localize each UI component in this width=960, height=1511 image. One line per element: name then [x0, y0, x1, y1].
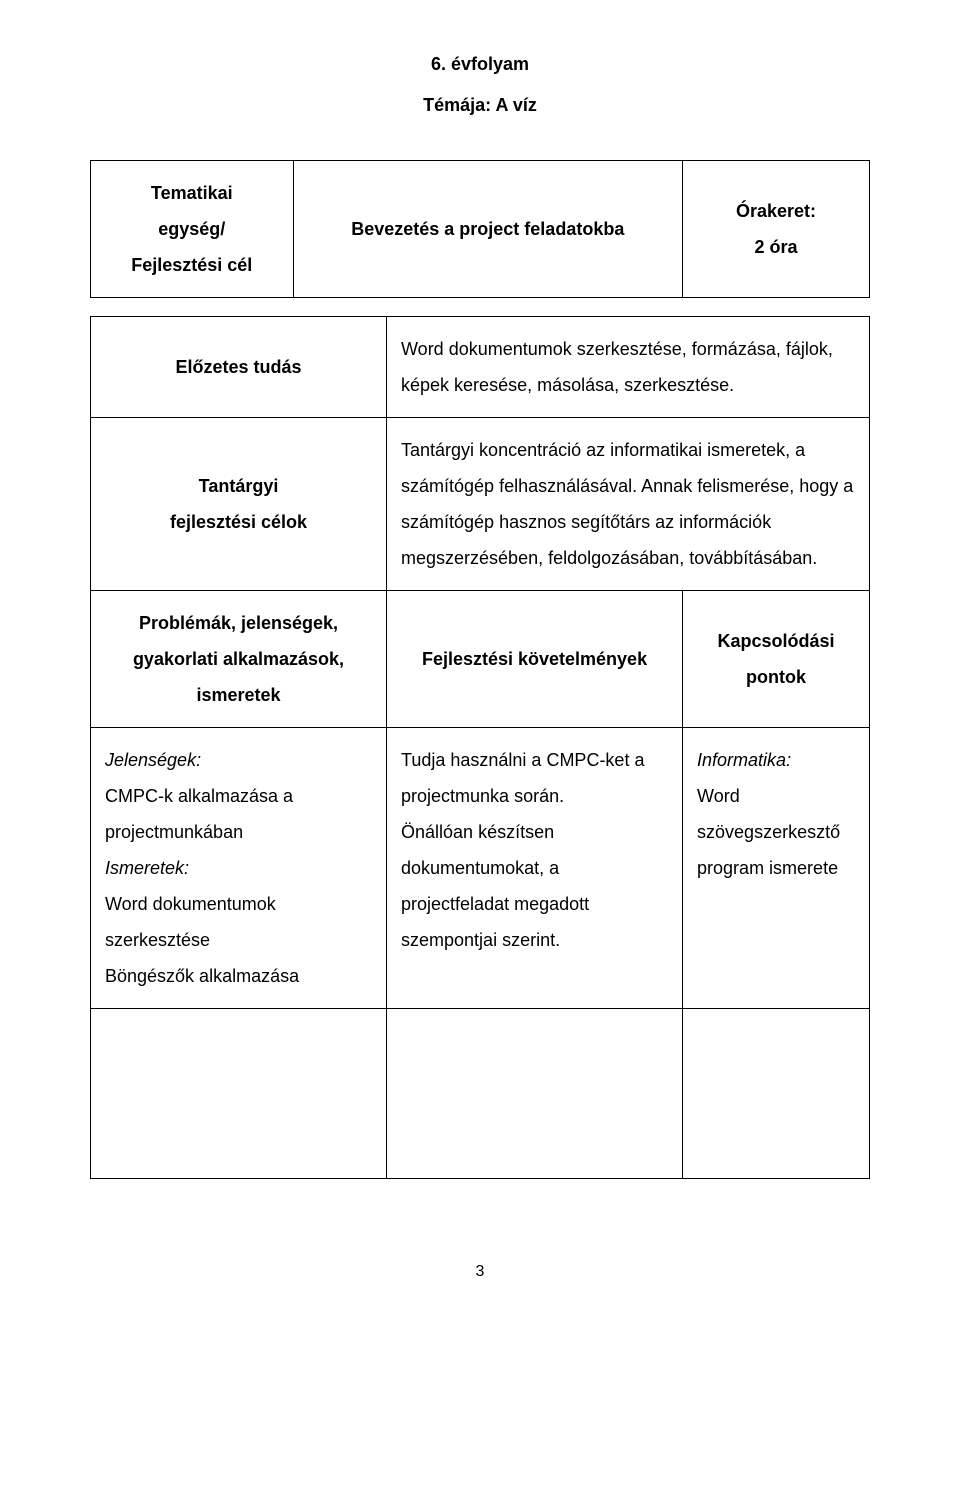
cell-intro: Bevezetés a project feladatokba — [293, 160, 683, 297]
empty-cell — [91, 1008, 387, 1178]
header-table: Tematikai egység/ Fejlesztési cél Beveze… — [90, 160, 870, 298]
table-row: Tematikai egység/ Fejlesztési cél Beveze… — [91, 160, 870, 297]
cell-problems-header: Problémák, jelenségek, gyakorlati alkalm… — [91, 590, 387, 727]
cell-thematic-unit: Tematikai egység/ Fejlesztési cél — [91, 160, 294, 297]
cell-timeframe: Órakeret: 2 óra — [683, 160, 870, 297]
cell-goals-label: Tantárgyi fejlesztési célok — [91, 417, 387, 590]
cell-connections-header: Kapcsolódási pontok — [683, 590, 870, 727]
cell-prereq-text: Word dokumentumok szerkesztése, formázás… — [387, 316, 870, 417]
cell-phenomena: Jelenségek: CMPC-k alkalmazása a project… — [91, 727, 387, 1008]
cell-connections: Informatika: Word szövegszerkesztő progr… — [683, 727, 870, 1008]
table-row: Jelenségek: CMPC-k alkalmazása a project… — [91, 727, 870, 1008]
table-row-spacer — [91, 1008, 870, 1178]
cell-prereq-label: Előzetes tudás — [91, 316, 387, 417]
empty-cell — [683, 1008, 870, 1178]
main-table: Előzetes tudás Word dokumentumok szerkes… — [90, 316, 870, 1179]
topic-title: Témája: A víz — [90, 91, 870, 120]
cell-requirements-header: Fejlesztési követelmények — [387, 590, 683, 727]
title-block: 6. évfolyam Témája: A víz — [90, 50, 870, 120]
page-number: 3 — [90, 1259, 870, 1285]
table-row: Tantárgyi fejlesztési célok Tantárgyi ko… — [91, 417, 870, 590]
table-row: Előzetes tudás Word dokumentumok szerkes… — [91, 316, 870, 417]
cell-goals-text: Tantárgyi koncentráció az informatikai i… — [387, 417, 870, 590]
table-row: Problémák, jelenségek, gyakorlati alkalm… — [91, 590, 870, 727]
empty-cell — [387, 1008, 683, 1178]
grade-title: 6. évfolyam — [90, 50, 870, 79]
cell-requirements: Tudja használni a CMPC-ket a projectmunk… — [387, 727, 683, 1008]
